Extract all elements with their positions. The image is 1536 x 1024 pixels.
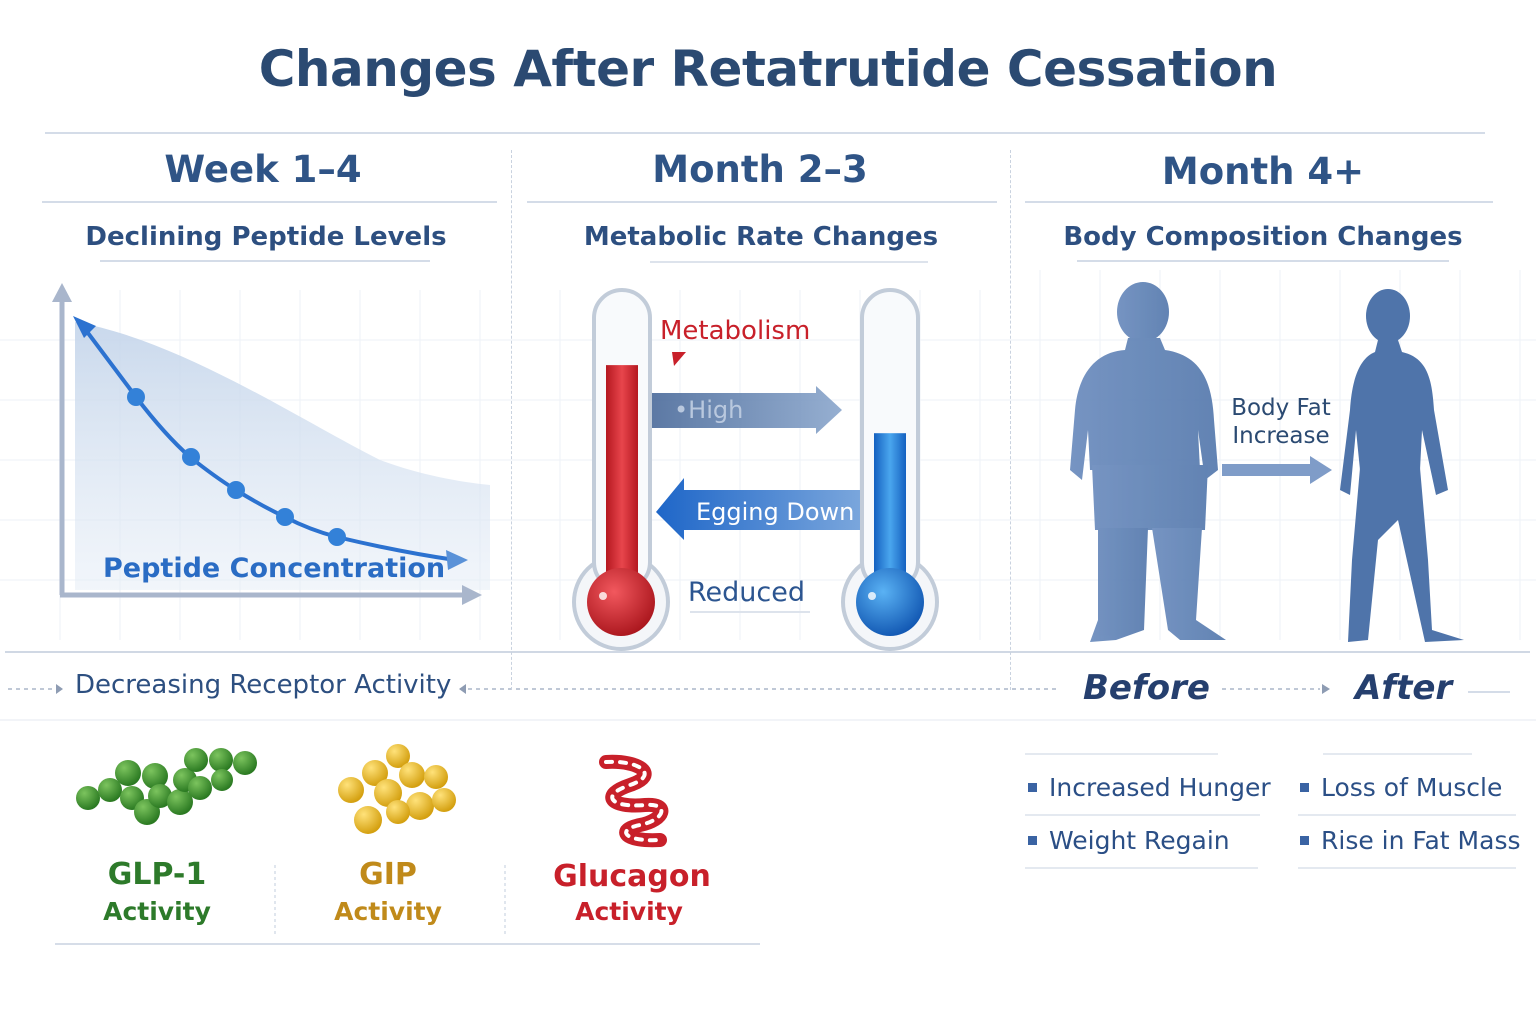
curve-end-arrow-icon	[446, 550, 468, 570]
glucagon-activity: Activity	[575, 897, 683, 926]
divider	[1025, 201, 1493, 203]
going-down-label: Egging Down	[696, 498, 855, 526]
peptide-concentration-label: Peptide Concentration	[103, 553, 446, 584]
body-fat-arrow-icon	[1222, 456, 1332, 484]
before-label: Before	[1083, 668, 1210, 708]
green-molecule-cluster-icon	[76, 748, 257, 825]
glucagon-name: Glucagon	[553, 859, 711, 894]
gip-name: GIP	[359, 857, 417, 892]
body-fat-label-line2: Increase	[1232, 423, 1330, 449]
x-axis-arrow-icon	[462, 585, 482, 605]
effect-rise-in-fat-mass: Rise in Fat Mass	[1300, 826, 1521, 855]
effect-loss-of-muscle: Loss of Muscle	[1300, 773, 1502, 802]
before-body-silhouette	[1070, 282, 1226, 642]
after-body-silhouette	[1340, 289, 1464, 642]
column-divider	[1010, 150, 1011, 690]
metabolism-label: Metabolism	[660, 316, 811, 346]
body-fat-increase-label: Body Fat Increase	[1222, 394, 1340, 450]
decline-curve	[80, 323, 456, 562]
bullet-icon	[1300, 782, 1309, 792]
peptide-concentration-chart	[52, 283, 490, 605]
curve-start-arrow-icon	[73, 316, 96, 338]
column-divider	[511, 150, 512, 690]
title-divider	[45, 132, 1485, 134]
going-down-arrow-icon	[656, 478, 860, 540]
subheader-body-composition: Body Composition Changes	[1063, 222, 1463, 252]
data-point	[328, 528, 346, 546]
effect-increased-hunger: Increased Hunger	[1028, 773, 1271, 802]
column-header-week-1-4: Week 1–4	[164, 148, 362, 191]
curve-points	[127, 388, 346, 546]
metabolism-pointer-icon	[672, 352, 686, 366]
data-point	[227, 481, 245, 499]
thermometer-low	[841, 288, 939, 651]
data-point	[127, 388, 145, 406]
red-helix-icon	[599, 754, 669, 848]
y-axis-arrow-icon	[52, 283, 72, 302]
data-point	[276, 508, 294, 526]
gold-molecule-cluster-icon	[338, 744, 456, 834]
divider	[1077, 260, 1449, 262]
body-fat-label-line1: Body Fat	[1231, 395, 1331, 421]
glp1-name: GLP-1	[107, 857, 207, 892]
gip-activity: Activity	[334, 897, 442, 926]
divider	[100, 260, 430, 262]
data-point	[182, 448, 200, 466]
column-header-month-2-3: Month 2–3	[652, 148, 868, 191]
bullet-icon	[1300, 835, 1309, 845]
subheader-declining-peptide: Declining Peptide Levels	[85, 222, 447, 252]
receptor-activity-label: Decreasing Receptor Activity	[75, 670, 452, 700]
effect-weight-regain: Weight Regain	[1028, 826, 1230, 855]
chart-area	[75, 322, 490, 590]
thermometer-high	[572, 288, 670, 651]
page-title: Changes After Retatrutide Cessation	[258, 40, 1278, 98]
high-label: •High	[674, 396, 744, 424]
bullet-icon	[1028, 835, 1037, 845]
column-header-month-4: Month 4+	[1161, 150, 1365, 193]
glp1-activity: Activity	[103, 897, 211, 926]
bullet-icon	[1028, 782, 1037, 792]
after-label: After	[1355, 668, 1453, 708]
high-arrow-icon	[652, 386, 842, 434]
divider	[42, 201, 497, 203]
divider	[527, 201, 997, 203]
subheader-metabolic-rate: Metabolic Rate Changes	[583, 222, 939, 252]
reduced-label: Reduced	[688, 577, 806, 608]
